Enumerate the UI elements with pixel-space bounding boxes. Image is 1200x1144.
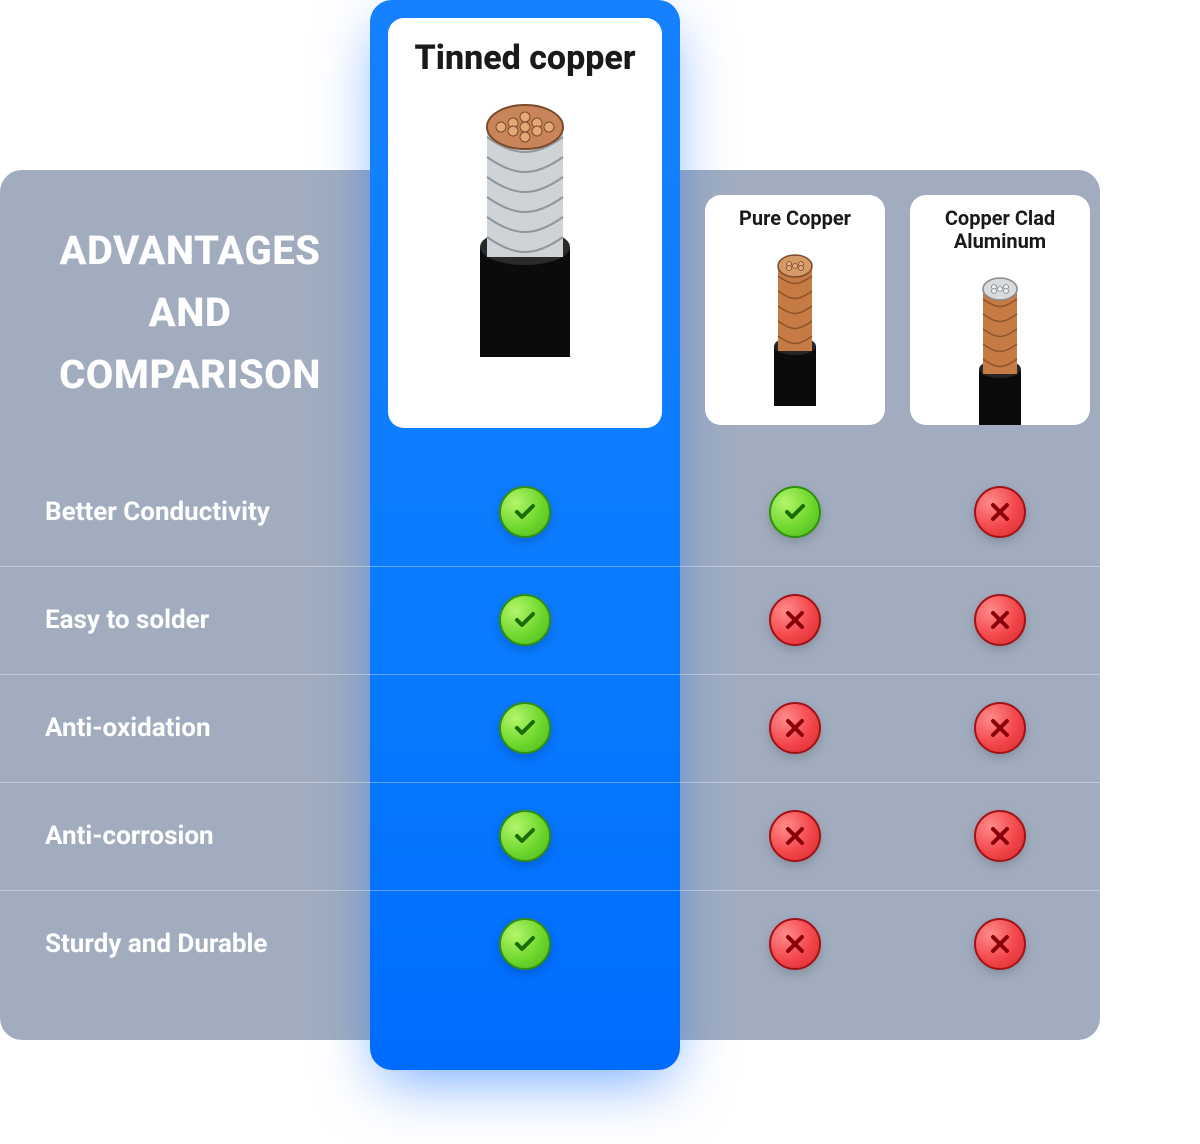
cca-card: Copper Clad Aluminum [910,195,1090,425]
check-icon [499,486,551,538]
row-label: Better Conductivity [45,497,270,527]
status-no [974,810,1026,862]
x-icon [974,702,1026,754]
check-icon [499,918,551,970]
pure-copper-card: Pure Copper [705,195,885,425]
x-icon [769,594,821,646]
row-label: Anti-oxidation [45,713,211,743]
featured-title: Tinned copper [388,40,662,77]
check-icon [499,702,551,754]
table-row: Anti-corrosion [0,782,1100,890]
row-label: Sturdy and Durable [45,929,267,959]
x-icon [769,702,821,754]
x-icon [974,486,1026,538]
table-row: Anti-oxidation [0,674,1100,782]
x-icon [769,810,821,862]
featured-card: Tinned copper [388,18,662,428]
cca-title: Copper Clad Aluminum [910,207,1090,253]
table-row: Easy to solder [0,566,1100,674]
wire-illustration-cca [945,259,1055,425]
status-yes [499,810,551,862]
status-no [769,702,821,754]
pure-copper-title: Pure Copper [705,207,885,230]
check-icon [499,810,551,862]
x-icon [769,918,821,970]
status-yes [499,486,551,538]
status-no [769,594,821,646]
section-heading: ADVANTAGES AND COMPARISON [20,220,360,406]
wire-illustration-pure [740,236,850,406]
row-label: Easy to solder [45,605,209,635]
row-label: Anti-corrosion [45,821,214,851]
status-no [769,918,821,970]
x-icon [974,594,1026,646]
status-yes [499,594,551,646]
status-yes [499,918,551,970]
status-no [974,702,1026,754]
wire-illustration-tinned [425,87,625,357]
status-no [974,486,1026,538]
check-icon [769,486,821,538]
x-icon [974,918,1026,970]
status-no [974,594,1026,646]
status-yes [499,702,551,754]
status-no [769,810,821,862]
check-icon [499,594,551,646]
status-yes [769,486,821,538]
table-row: Better Conductivity [0,458,1100,566]
table-row: Sturdy and Durable [0,890,1100,998]
x-icon [974,810,1026,862]
status-no [974,918,1026,970]
